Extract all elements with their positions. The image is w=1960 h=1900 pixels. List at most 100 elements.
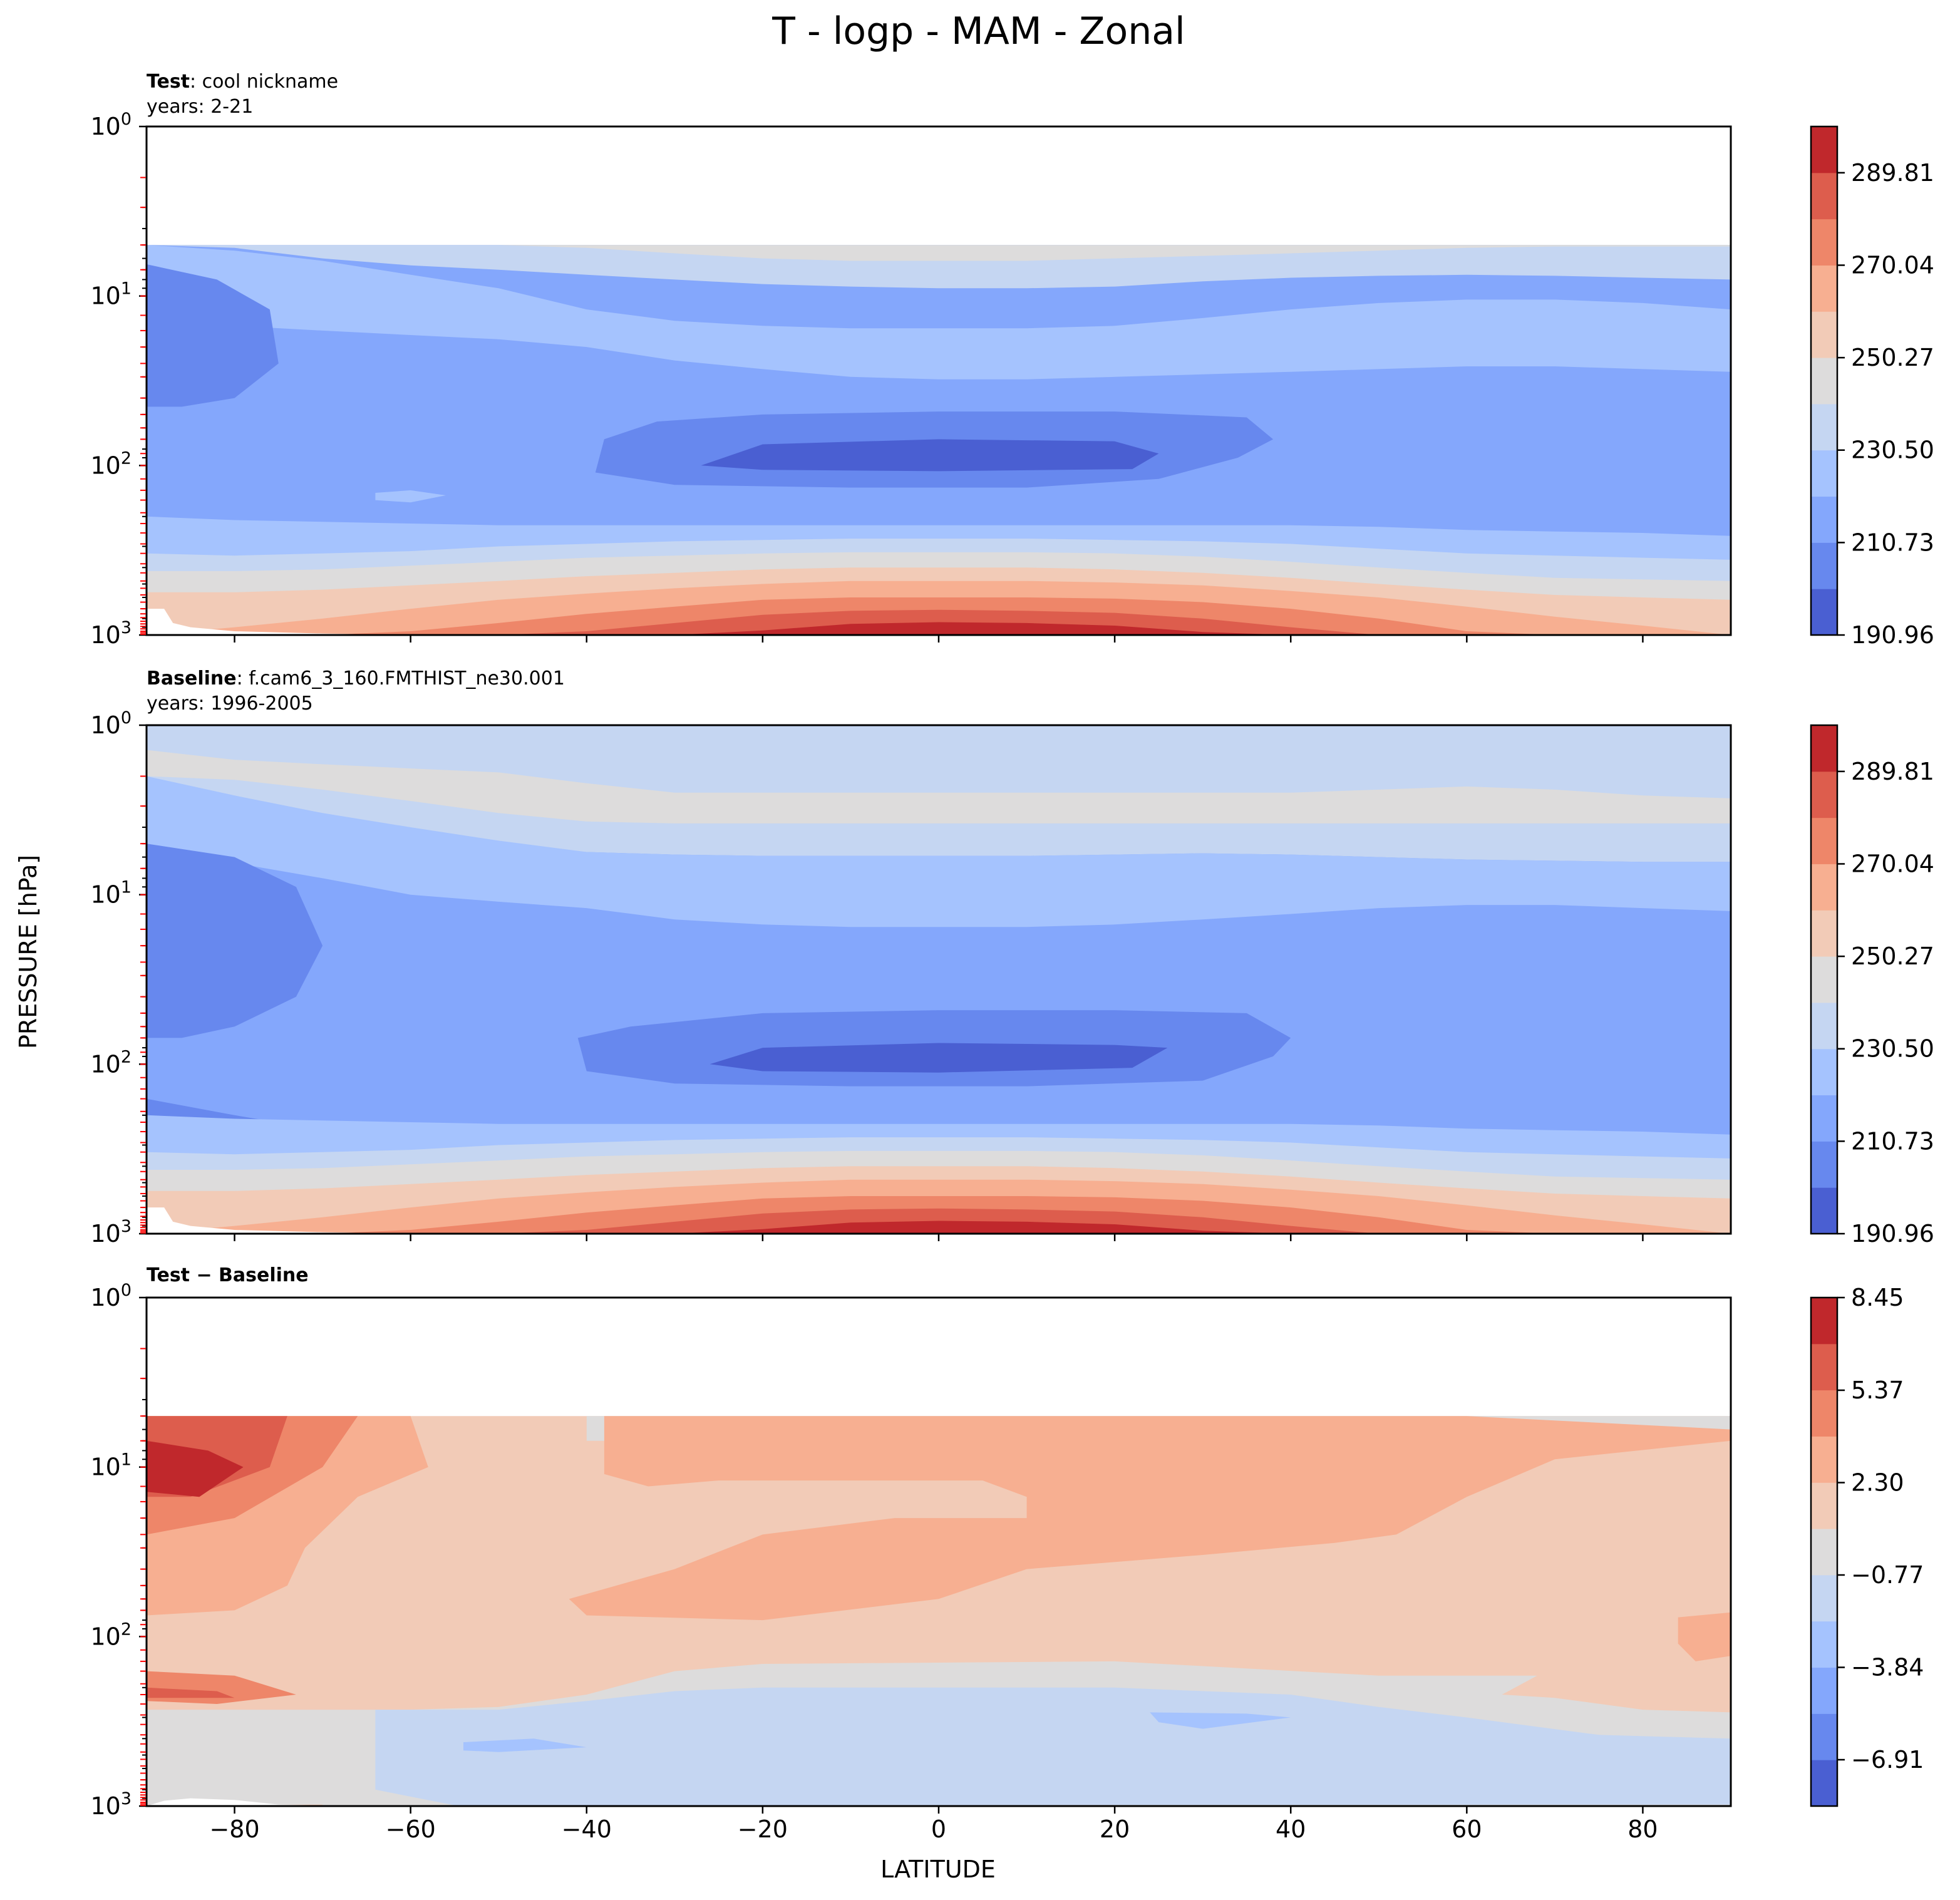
contour-polar-cold-b: [147, 844, 323, 1038]
panel-baseline-label-bold: Baseline: [147, 668, 237, 689]
contour-diff-cooler-nh: [1150, 1712, 1291, 1729]
colorbar-tick-label: −0.77: [1851, 1561, 1924, 1589]
colorbar-tick-label: 289.81: [1851, 758, 1934, 785]
panel-baseline-label: Baseline: f.cam6_3_160.FMTHIST_ne30.001: [147, 668, 565, 689]
colorbar-tick-label: 250.27: [1851, 942, 1934, 970]
y-tick-label: 102: [90, 448, 132, 479]
contour-diff-cool: [375, 1687, 1731, 1805]
contour-upper-pale: [147, 245, 1731, 289]
x-axis-label: LATITUDE: [880, 1856, 996, 1883]
panel-test: Test: cool nickname years: 2-21 10010110…: [90, 71, 1934, 649]
panel-baseline-colorbar: 190.96 210.73 230.50 250.27 270.04 289.81: [1810, 724, 1934, 1247]
colorbar-segment: [1811, 1529, 1837, 1576]
x-tick-label: 20: [1100, 1815, 1130, 1843]
colorbar-segment: [1811, 1667, 1837, 1714]
colorbar-tick-label: 270.04: [1851, 251, 1934, 279]
y-tick-label: 102: [90, 1047, 132, 1078]
colorbar-segment: [1811, 403, 1837, 451]
panel-test-label: Test: cool nickname: [147, 71, 338, 93]
colorbar-segment: [1811, 358, 1837, 405]
x-tick-label: 40: [1276, 1815, 1306, 1843]
x-tick-label: −60: [386, 1815, 436, 1843]
contour-diff-warm-tropics: [569, 1416, 1731, 1621]
colorbar-segment: [1811, 172, 1837, 220]
colorbar-segment: [1811, 496, 1837, 543]
colorbar-segment: [1811, 817, 1837, 864]
colorbar-tick-label: −6.91: [1851, 1746, 1924, 1774]
contour-tropical-coldest: [701, 439, 1159, 472]
colorbar-segment: [1811, 1621, 1837, 1668]
panel-baseline: Baseline: f.cam6_3_160.FMTHIST_ne30.001 …: [90, 668, 1934, 1247]
colorbar-segment: [1811, 126, 1837, 173]
panel-test-axes: 100 101 102 103: [90, 110, 1644, 649]
topography-mask-diff: [147, 1798, 367, 1806]
panel-baseline-label-rest: : f.cam6_3_160.FMTHIST_ne30.001: [237, 668, 565, 689]
colorbar-segment: [1811, 1574, 1837, 1622]
y-tick-label: 103: [90, 1217, 132, 1247]
colorbar-tick-label: 190.96: [1851, 621, 1934, 649]
colorbar-tick-label: 250.27: [1851, 344, 1934, 371]
panel-difference-plot: [147, 1416, 1731, 1806]
y-tick-label: 101: [90, 1450, 132, 1481]
y-tick-label: 101: [90, 279, 132, 310]
panel-test-plot: [147, 245, 1731, 635]
colorbar-segment: [1811, 771, 1837, 818]
colorbar-segment: [1811, 219, 1837, 266]
y-tick-label: 100: [90, 708, 132, 739]
contour-top-gray: [147, 245, 1731, 261]
colorbar-tick-label: 230.50: [1851, 1035, 1934, 1063]
colorbar-tick-label: 210.73: [1851, 529, 1934, 556]
colorbar-tick-label: 270.04: [1851, 850, 1934, 877]
contour-tropical-coldest: [709, 1043, 1168, 1073]
y-tick-label: 100: [90, 1281, 132, 1311]
colorbar-segment: [1811, 956, 1837, 1003]
topography-mask: [147, 1207, 411, 1234]
colorbar-tick-label: 289.81: [1851, 159, 1934, 187]
panel-baseline-axes: 100 101 102 103: [90, 708, 1644, 1247]
y-tick-label: 103: [90, 1789, 132, 1820]
colorbar-segment: [1811, 311, 1837, 358]
colorbar-segment: [1811, 1713, 1837, 1760]
y-axis-label: PRESSURE [hPa]: [14, 855, 42, 1049]
contour-diff-hottest-pole: [147, 1440, 244, 1497]
y-tick-label: 103: [90, 618, 132, 649]
colorbar-segment: [1811, 1436, 1837, 1483]
x-tick-label: 80: [1627, 1815, 1658, 1843]
colorbar-tick-label: 190.96: [1851, 1220, 1934, 1247]
contour-upper-lightblue: [147, 245, 1731, 379]
contour-upper-lightblue: [147, 776, 1731, 927]
contour-lower-7: [147, 1221, 1731, 1234]
panel-test-colorbar: 190.96 210.73 230.50 250.27 270.04 289.81: [1810, 125, 1934, 649]
colorbar-segment: [1811, 1187, 1837, 1234]
figure-title: T - logp - MAM - Zonal: [771, 9, 1185, 53]
colorbar-frame: [1810, 1296, 1839, 1807]
contour-small-patch: [375, 490, 446, 503]
colorbar-tick-label: −3.84: [1851, 1654, 1924, 1681]
x-tick-label: −80: [209, 1815, 259, 1843]
contour-polar-cold: [147, 264, 279, 407]
contour-lower-7: [147, 622, 1731, 635]
panel-difference-colorbar: −6.91 −3.84 −0.77 2.30 5.37 8.45: [1810, 1284, 1924, 1807]
panel-test-label-rest: : cool nickname: [190, 71, 338, 93]
panel-test-label-bold: Test: [147, 71, 190, 93]
x-tick-label: −40: [562, 1815, 612, 1843]
colorbar-tick-label: 5.37: [1851, 1376, 1904, 1404]
colorbar-segment: [1811, 1343, 1837, 1391]
panel-baseline-years: years: 1996-2005: [147, 693, 313, 715]
colorbar-frame: [1810, 724, 1839, 1235]
colorbar-tick-label: 2.30: [1851, 1469, 1904, 1496]
panel-difference: Test − Baseline −80 −60 −40 −20 0 20 40 60 80 100…: [90, 1264, 1924, 1843]
colorbar-tick-label: 210.73: [1851, 1127, 1934, 1155]
colorbar-segment: [1811, 450, 1837, 497]
colorbar-segment: [1811, 1002, 1837, 1050]
contour-strat-gray2: [147, 750, 1731, 824]
contour-diff-edge-warm2: [1678, 1612, 1731, 1661]
colorbar-segment: [1811, 1048, 1837, 1096]
y-tick-label: 102: [90, 1619, 132, 1650]
x-tick-label: 0: [931, 1815, 946, 1843]
panel-difference-label-bold: Test − Baseline: [147, 1264, 309, 1286]
contour-diff-cooler-sh: [463, 1738, 587, 1752]
contour-diff-warm-low2: [147, 1687, 235, 1698]
panel-test-years: years: 2-21: [147, 96, 253, 118]
